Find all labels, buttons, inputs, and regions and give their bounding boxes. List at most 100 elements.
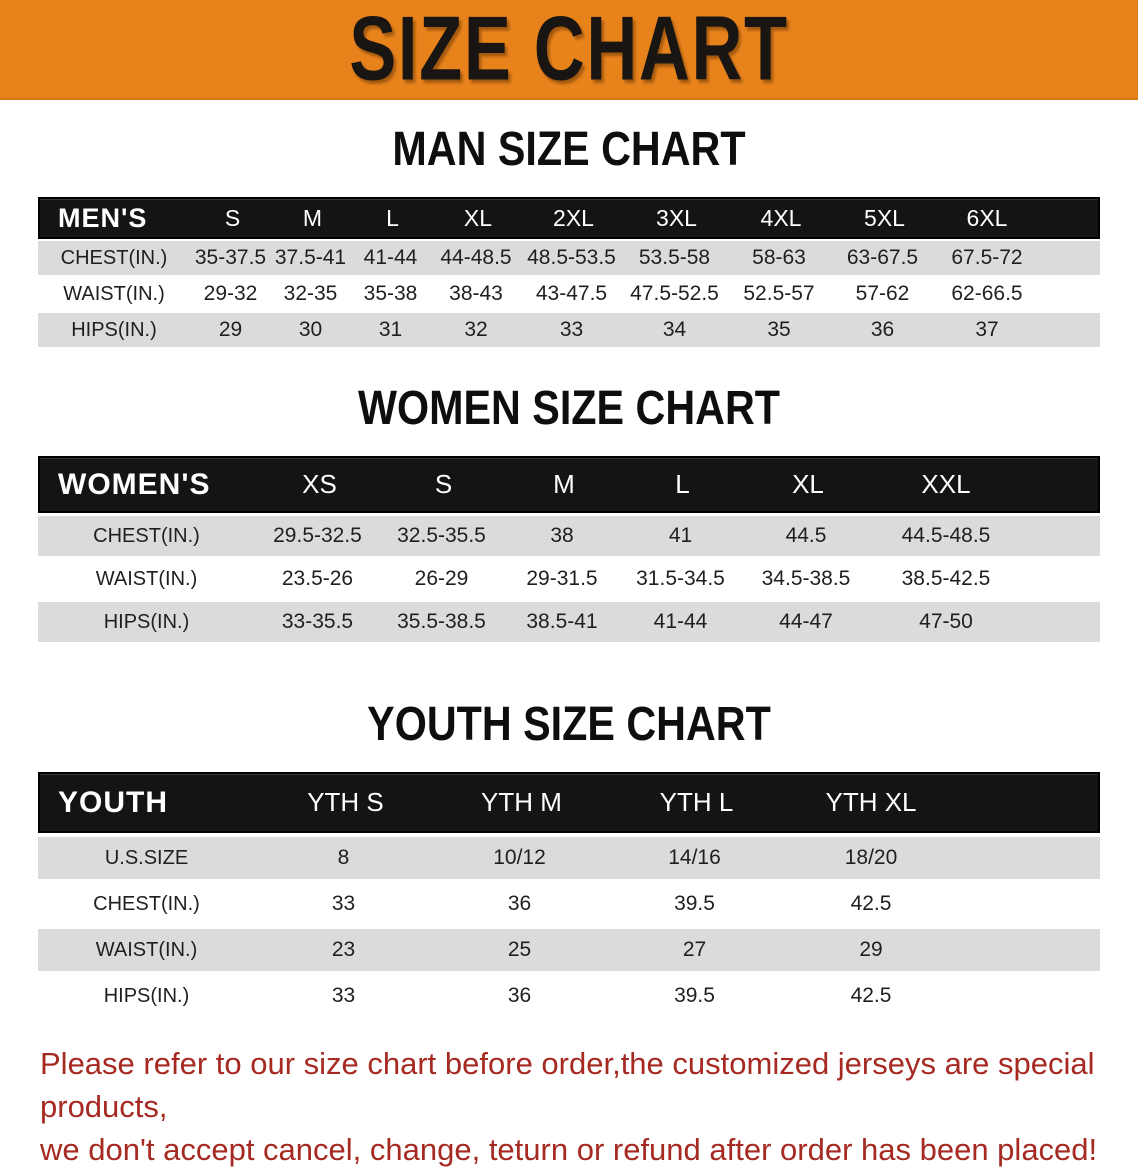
table-cell: 62-66.5 (951, 282, 1023, 305)
table-cell: 63-67.5 (846, 246, 919, 269)
table-cell: 31.5-34.5 (636, 567, 725, 590)
table-cell: 32-35 (283, 282, 338, 305)
table-cell: 34.5-38.5 (761, 567, 851, 590)
table-cell: 35 (767, 318, 791, 341)
table-row-chest: CHEST(IN.) 33 36 39.5 42.5 (38, 883, 1100, 925)
table-cell: 35.5-38.5 (397, 610, 486, 633)
size-column-header: XXL (921, 469, 971, 499)
table-cell: 39.5 (674, 892, 715, 915)
youth-section-title: YOUTH SIZE CHART (367, 698, 771, 751)
table-cell: 44-48.5 (440, 246, 512, 269)
table-cell: 33-35.5 (281, 610, 354, 633)
youth-size-table: YOUTH YTH S YTH M YTH L YTH XL U.S.SIZE … (38, 772, 1100, 1017)
table-row-waist: WAIST(IN.) 23.5-26 26-29 29-31.5 31.5-34… (38, 559, 1100, 599)
men-size-table: MEN'S S M L XL 2XL 3XL 4XL 5XL 6XL CHEST… (38, 197, 1100, 347)
women-section-title: WOMEN SIZE CHART (358, 382, 780, 435)
table-cell: 33 (331, 892, 356, 915)
row-label: CHEST(IN.) (93, 892, 200, 915)
row-label: U.S.SIZE (104, 846, 189, 869)
table-cell: 53.5-58 (638, 246, 711, 269)
table-cell: 30 (298, 318, 323, 341)
women-header-label: WOMEN'S (58, 467, 211, 501)
table-cell: 37 (975, 318, 999, 341)
youth-header-label: YOUTH (58, 785, 168, 819)
table-cell: 35-37.5 (194, 246, 267, 269)
size-column-header: M (302, 204, 323, 231)
size-column-header: L (675, 469, 690, 499)
table-cell: 47.5-52.5 (630, 282, 719, 305)
men-table-header-row: MEN'S S M L XL 2XL 3XL 4XL 5XL 6XL (38, 197, 1100, 239)
table-row-us-size: U.S.SIZE 8 10/12 14/16 18/20 (38, 837, 1100, 879)
size-column-header: XL (792, 469, 824, 499)
size-column-header: L (386, 204, 399, 231)
table-cell: 23.5-26 (281, 567, 354, 590)
table-row-chest: CHEST(IN.) 35-37.5 37.5-41 41-44 44-48.5… (38, 241, 1100, 275)
table-cell: 37.5-41 (274, 246, 347, 269)
footnote-line-1: Please refer to our size chart before or… (40, 1046, 1095, 1124)
table-cell: 41 (668, 524, 693, 547)
table-cell: 32 (464, 318, 488, 341)
size-column-header: 4XL (760, 204, 802, 231)
table-cell: 44-47 (779, 610, 833, 633)
table-cell: 23 (331, 938, 356, 961)
table-row-hips: HIPS(IN.) 33 36 39.5 42.5 (38, 975, 1100, 1017)
table-cell: 57-62 (855, 282, 910, 305)
table-cell: 38.5-42.5 (901, 567, 991, 590)
table-cell: 43-47.5 (535, 282, 608, 305)
table-cell: 27 (682, 938, 707, 961)
table-cell: 36 (507, 984, 532, 1007)
table-cell: 35-38 (363, 282, 418, 305)
men-section-title: MAN SIZE CHART (392, 123, 746, 176)
row-label: WAIST(IN.) (95, 938, 198, 961)
footnote: Please refer to our size chart before or… (40, 1042, 1118, 1171)
table-cell: 29 (859, 938, 883, 961)
row-label: WAIST(IN.) (63, 282, 165, 305)
table-cell: 29.5-32.5 (273, 524, 362, 547)
table-cell: 10/12 (493, 846, 546, 869)
table-row-chest: CHEST(IN.) 29.5-32.5 32.5-35.5 38 41 44.… (38, 516, 1100, 556)
women-table-header-row: WOMEN'S XS S M L XL XXL (38, 456, 1100, 513)
table-cell: 42.5 (850, 984, 892, 1007)
row-label: HIPS(IN.) (71, 318, 157, 341)
youth-table-header-row: YOUTH YTH S YTH M YTH L YTH XL (38, 772, 1100, 833)
table-cell: 26-29 (414, 567, 469, 590)
table-cell: 58-63 (752, 246, 806, 269)
row-label: CHEST(IN.) (93, 524, 200, 547)
table-row-waist: WAIST(IN.) 29-32 32-35 35-38 38-43 43-47… (38, 277, 1100, 311)
women-size-table: WOMEN'S XS S M L XL XXL CHEST(IN.) 29.5-… (38, 456, 1100, 642)
footnote-line-2: we don't accept cancel, change, teturn o… (40, 1132, 1098, 1167)
table-cell: 33 (559, 318, 584, 341)
table-cell: 67.5-72 (951, 246, 1023, 269)
size-column-header: YTH S (307, 787, 384, 817)
table-cell: 8 (337, 846, 350, 869)
table-cell: 29 (218, 318, 243, 341)
size-column-header: S (434, 469, 453, 499)
table-cell: 34 (662, 318, 687, 341)
size-column-header: 3XL (656, 204, 697, 231)
table-cell: 29-32 (203, 282, 258, 305)
table-cell: 32.5-35.5 (397, 524, 486, 547)
size-column-header: YTH XL (825, 787, 917, 817)
table-cell: 48.5-53.5 (527, 246, 616, 269)
size-column-header: XS (302, 469, 337, 499)
table-row-waist: WAIST(IN.) 23 25 27 29 (38, 929, 1100, 971)
table-cell: 18/20 (844, 846, 898, 869)
table-cell: 52.5-57 (743, 282, 815, 305)
table-cell: 25 (507, 938, 532, 961)
table-cell: 42.5 (850, 892, 892, 915)
table-cell: 33 (331, 984, 356, 1007)
table-cell: 38-43 (449, 282, 503, 305)
row-label: HIPS(IN.) (103, 610, 190, 633)
page-title: SIZE CHART (349, 0, 789, 100)
table-row-hips: HIPS(IN.) 29 30 31 32 33 34 35 36 37 (38, 313, 1100, 347)
table-cell: 44.5-48.5 (901, 524, 991, 547)
row-label: HIPS(IN.) (103, 984, 190, 1007)
table-cell: 36 (507, 892, 532, 915)
table-cell: 36 (870, 318, 895, 341)
table-cell: 14/16 (668, 846, 721, 869)
row-label: CHEST(IN.) (60, 246, 168, 269)
table-cell: 29-31.5 (526, 567, 598, 590)
size-column-header: 6XL (966, 204, 1008, 231)
size-column-header: YTH M (481, 787, 562, 817)
size-column-header: YTH L (659, 787, 734, 817)
